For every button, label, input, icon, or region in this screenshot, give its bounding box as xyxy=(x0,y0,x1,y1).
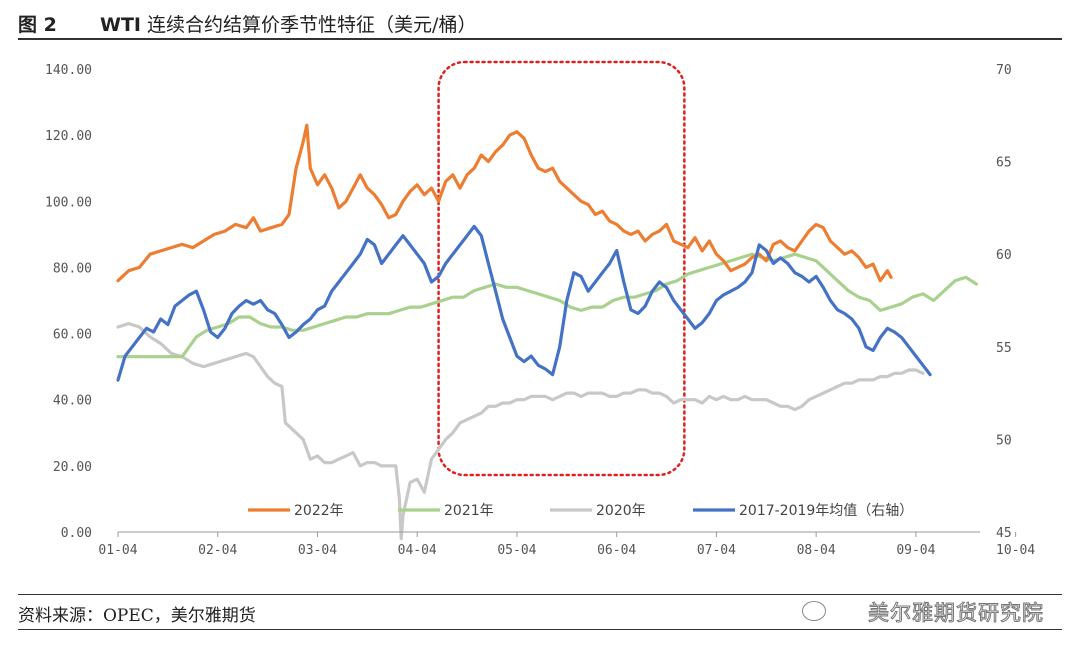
y-left-tick-label: 140.00 xyxy=(45,63,92,78)
x-tick-label: 03-04 xyxy=(298,543,337,558)
highlight-box xyxy=(437,60,686,477)
x-tick-label: 07-04 xyxy=(697,543,736,558)
x-tick-label: 04-04 xyxy=(398,543,437,558)
legend-label: 2022年 xyxy=(294,503,344,519)
y-left-tick-label: 100.00 xyxy=(45,195,92,210)
x-tick-label: 09-04 xyxy=(896,543,935,558)
y-left-tick-label: 0.00 xyxy=(61,526,92,541)
x-tick-label: 08-04 xyxy=(797,543,836,558)
legend-label: 2020年 xyxy=(596,503,646,519)
legend-label: 2021年 xyxy=(444,503,494,519)
y-right-tick-label: 55 xyxy=(996,341,1012,356)
figure-number: 图 2 xyxy=(18,14,57,36)
x-tick-label: 06-04 xyxy=(597,543,636,558)
legend-label: 2017-2019年均值（右轴） xyxy=(739,503,913,519)
series-line-3 xyxy=(116,224,932,382)
figure-title-bold: WTI xyxy=(100,14,141,36)
x-tick-label: 05-04 xyxy=(497,543,536,558)
series-line-0 xyxy=(116,123,893,283)
figure-title: WTI 连续合约结算价季节性特征（美元/桶） xyxy=(100,10,476,37)
y-left-tick-label: 40.00 xyxy=(53,394,92,409)
figure-title-rest: 连续合约结算价季节性特征（美元/桶） xyxy=(147,14,477,36)
series-line-2 xyxy=(116,322,925,541)
y-right-tick-label: 45 xyxy=(996,526,1012,541)
source-note: 资料来源：OPEC，美尔雅期货 xyxy=(18,606,256,626)
y-left-tick-label: 60.00 xyxy=(53,328,92,343)
wechat-icon xyxy=(802,601,826,621)
y-right-tick-label: 50 xyxy=(996,433,1012,448)
figure-title-bar: 图 2 WTI 连续合约结算价季节性特征（美元/桶） xyxy=(18,8,1062,40)
y-right-tick-label: 65 xyxy=(996,156,1012,171)
y-left-tick-label: 80.00 xyxy=(53,261,92,276)
y-left-tick-label: 20.00 xyxy=(53,460,92,475)
x-tick-label: 02-04 xyxy=(198,543,237,558)
y-right-tick-label: 70 xyxy=(996,63,1012,78)
x-tick-label: 10-04 xyxy=(996,543,1035,558)
series-line-1 xyxy=(116,252,978,359)
watermark: 美尔雅期货研究院 xyxy=(868,601,1044,626)
y-left-tick-label: 120.00 xyxy=(45,129,92,144)
wti-seasonal-chart: 01-04 02-04 03-04 04-04 05-04 06-04 07-04 08-04… xyxy=(45,60,1035,558)
figure-footer: 资料来源：OPEC，美尔雅期货 美尔雅期货研究院 xyxy=(18,594,1062,630)
x-tick-label: 01-04 xyxy=(98,543,137,558)
y-right-tick-label: 60 xyxy=(996,248,1012,263)
